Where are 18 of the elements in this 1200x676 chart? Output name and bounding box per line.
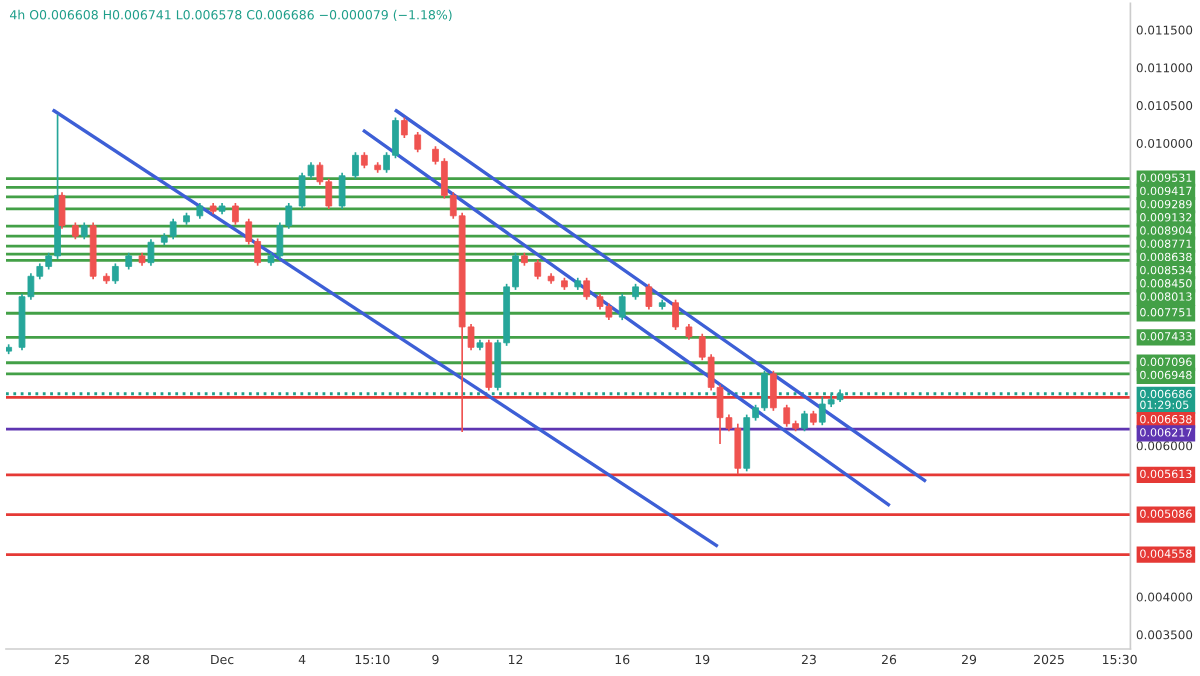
candlestick — [801, 410, 808, 433]
candlestick — [672, 298, 679, 331]
candlestick — [770, 369, 777, 412]
candlestick — [783, 403, 791, 428]
candlestick — [401, 116, 408, 139]
candlestick — [232, 202, 239, 226]
candlestick — [147, 238, 155, 267]
candlestick — [534, 258, 542, 281]
candlestick — [645, 283, 653, 311]
candlestick — [583, 276, 591, 301]
candlestick — [112, 262, 119, 285]
candlestick — [169, 217, 177, 241]
candlestick — [352, 151, 359, 180]
candlestick — [618, 292, 626, 321]
candlestick — [414, 131, 422, 154]
candlestick — [338, 171, 346, 210]
candlestick — [58, 191, 66, 230]
candlestick — [485, 338, 493, 392]
